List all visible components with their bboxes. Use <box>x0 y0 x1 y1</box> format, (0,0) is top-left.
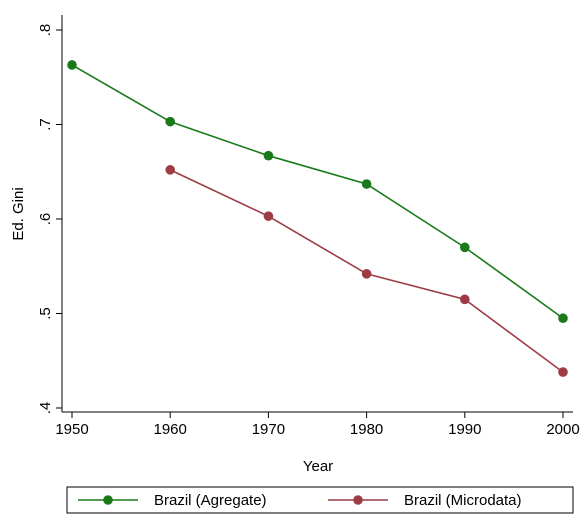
x-tick-label-1960: 1960 <box>154 421 187 438</box>
y-tick-label-4: .8 <box>37 24 54 37</box>
y-axis-title: Ed. Gini <box>10 187 27 240</box>
data-point-1-1960 <box>165 165 175 175</box>
data-point-1-1970 <box>263 211 274 221</box>
x-tick-label-1980: 1980 <box>350 421 383 438</box>
legend-item-0: Brazil (Agregate) <box>78 492 267 509</box>
data-point-1-1980 <box>361 269 372 279</box>
y-tick-label-2: .6 <box>37 213 54 226</box>
data-point-0-1960 <box>165 116 175 127</box>
x-axis-ticks: 1950 1960 1970 1980 1990 2000 <box>55 412 580 438</box>
x-tick-label-1970: 1970 <box>252 421 285 438</box>
x-tick-label-1950: 1950 <box>55 421 88 438</box>
x-tick-label-2000: 2000 <box>546 421 579 438</box>
series-layer <box>67 60 568 377</box>
data-point-0-1970 <box>263 150 274 161</box>
y-tick-label-1: .5 <box>37 307 54 320</box>
data-point-0-1950 <box>67 60 77 70</box>
data-point-0-1980 <box>361 179 372 189</box>
legend-label-0: Brazil (Agregate) <box>154 492 267 509</box>
series-0 <box>67 60 568 324</box>
y-axis-ticks: .4 .5 .6 .7 .8 <box>37 24 62 415</box>
y-tick-label-3: .7 <box>37 118 54 131</box>
legend-item-1: Brazil (Microdata) <box>328 492 522 509</box>
legend-box <box>66 486 574 514</box>
data-point-0-2000 <box>558 313 568 324</box>
series-line-0 <box>71 64 564 319</box>
axes <box>61 15 573 413</box>
y-tick-label-0: .4 <box>37 402 54 415</box>
x-tick-label-1990: 1990 <box>448 421 481 438</box>
data-point-1-2000 <box>558 367 568 377</box>
data-point-0-1990 <box>460 242 470 253</box>
series-1 <box>165 165 568 377</box>
legend-label-1: Brazil (Microdata) <box>404 492 522 509</box>
legend-marker-0 <box>103 495 113 505</box>
legend: Brazil (Agregate) Brazil (Microdata) <box>66 486 574 514</box>
x-axis-title: Year <box>303 458 333 475</box>
legend-marker-1 <box>353 495 363 505</box>
data-point-1-1990 <box>460 294 470 305</box>
